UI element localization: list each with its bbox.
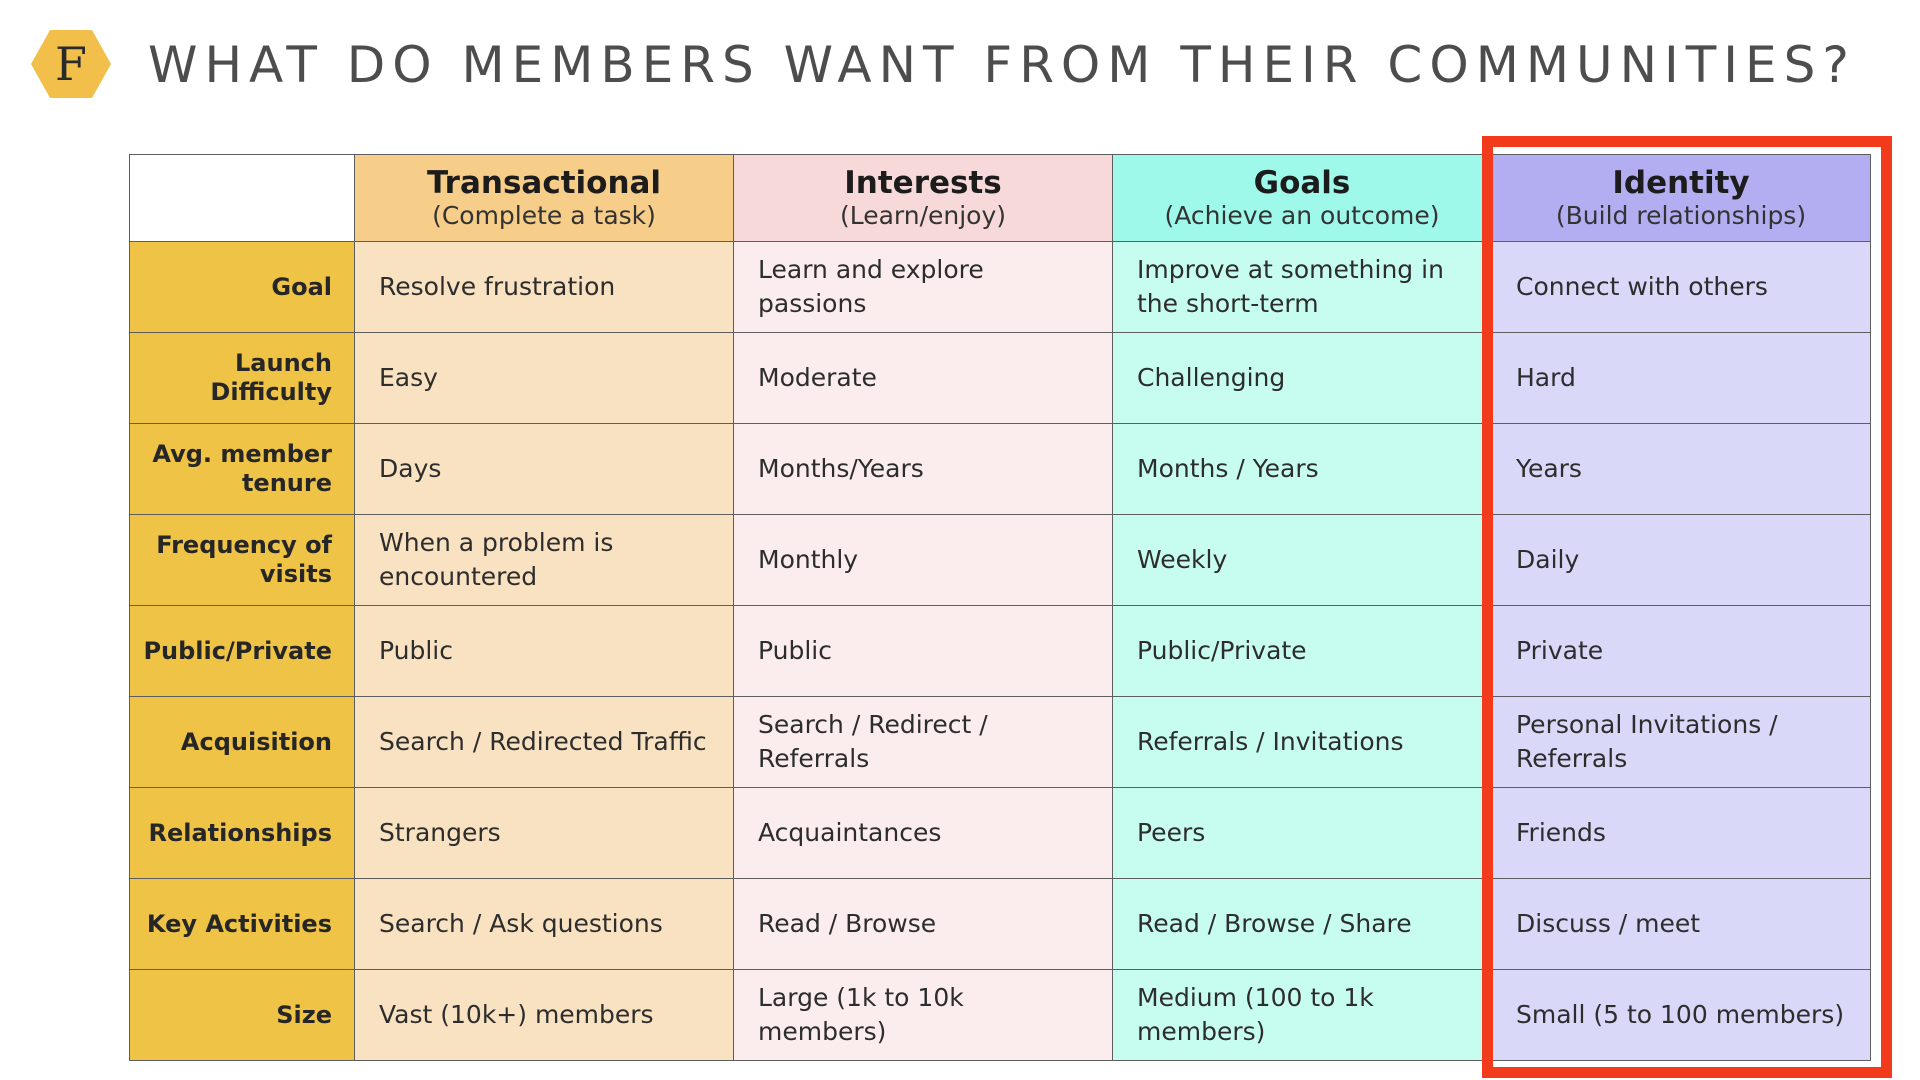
row-label: Acquisition [129,696,355,788]
table-cell: Small (5 to 100 members) [1491,969,1871,1061]
row-label: Size [129,969,355,1061]
community-comparison-table: Transactional (Complete a task) Interest… [129,154,1871,1061]
table-cell: Learn and explore passions [733,241,1113,333]
column-subtitle: (Learn/enjoy) [839,201,1007,230]
table-corner-cell [129,154,355,242]
column-name: Interests [844,165,1002,201]
table-cell: Search / Redirect / Referrals [733,696,1113,788]
table-row: Avg. member tenure Days Months/Years Mon… [129,423,1871,515]
table-cell: Discuss / meet [1491,878,1871,970]
table-cell: Weekly [1112,514,1492,606]
table-cell: Improve at something in the short-term [1112,241,1492,333]
row-label: Key Activities [129,878,355,970]
table-cell: Moderate [733,332,1113,424]
table-cell: Read / Browse [733,878,1113,970]
table-row: Size Vast (10k+) members Large (1k to 10… [129,969,1871,1061]
table-cell: Easy [354,332,734,424]
table-cell: Hard [1491,332,1871,424]
table-cell: Days [354,423,734,515]
column-header-goals: Goals (Achieve an outcome) [1112,154,1492,242]
table-cell: Vast (10k+) members [354,969,734,1061]
table-cell: Public/Private [1112,605,1492,697]
column-name: Identity [1612,165,1750,201]
table-cell: Connect with others [1491,241,1871,333]
column-name: Goals [1253,165,1351,201]
table-cell: Read / Browse / Share [1112,878,1492,970]
table-cell: Years [1491,423,1871,515]
table-cell: Referrals / Invitations [1112,696,1492,788]
column-name: Transactional [426,165,662,201]
f-hexagon-logo-icon: F [31,30,111,98]
table-header-row: Transactional (Complete a task) Interest… [129,154,1871,242]
table-cell: Medium (100 to 1k members) [1112,969,1492,1061]
page-title: WHAT DO MEMBERS WANT FROM THEIR COMMUNIT… [148,36,1856,94]
table-cell: Daily [1491,514,1871,606]
table-row: Acquisition Search / Redirected Traffic … [129,696,1871,788]
row-label: Frequency of visits [129,514,355,606]
table-cell: Search / Redirected Traffic [354,696,734,788]
table-cell: Personal Invitations / Referrals [1491,696,1871,788]
table-cell: Monthly [733,514,1113,606]
table-cell: Strangers [354,787,734,879]
column-header-interests: Interests (Learn/enjoy) [733,154,1113,242]
row-label: Launch Difficulty [129,332,355,424]
column-subtitle: (Build relationships) [1555,201,1807,230]
table-row: Key Activities Search / Ask questions Re… [129,878,1871,970]
table-cell: Private [1491,605,1871,697]
table-cell: When a problem is encountered [354,514,734,606]
row-label: Public/Private [129,605,355,697]
row-label: Relationships [129,787,355,879]
column-subtitle: (Achieve an outcome) [1164,201,1440,230]
table-cell: Large (1k to 10k members) [733,969,1113,1061]
table-row: Frequency of visits When a problem is en… [129,514,1871,606]
row-label: Avg. member tenure [129,423,355,515]
column-header-identity: Identity (Build relationships) [1491,154,1871,242]
column-header-transactional: Transactional (Complete a task) [354,154,734,242]
column-subtitle: (Complete a task) [432,201,656,230]
logo-letter: F [55,37,87,91]
table-cell: Friends [1491,787,1871,879]
table-cell: Public [733,605,1113,697]
table-cell: Peers [1112,787,1492,879]
table-cell: Months/Years [733,423,1113,515]
table-cell: Months / Years [1112,423,1492,515]
table-row: Launch Difficulty Easy Moderate Challeng… [129,332,1871,424]
table-cell: Resolve frustration [354,241,734,333]
table-row: Relationships Strangers Acquaintances Pe… [129,787,1871,879]
table-row: Goal Resolve frustration Learn and explo… [129,241,1871,333]
table-cell: Challenging [1112,332,1492,424]
table-cell: Acquaintances [733,787,1113,879]
table-cell: Public [354,605,734,697]
table-cell: Search / Ask questions [354,878,734,970]
table-row: Public/Private Public Public Public/Priv… [129,605,1871,697]
row-label: Goal [129,241,355,333]
